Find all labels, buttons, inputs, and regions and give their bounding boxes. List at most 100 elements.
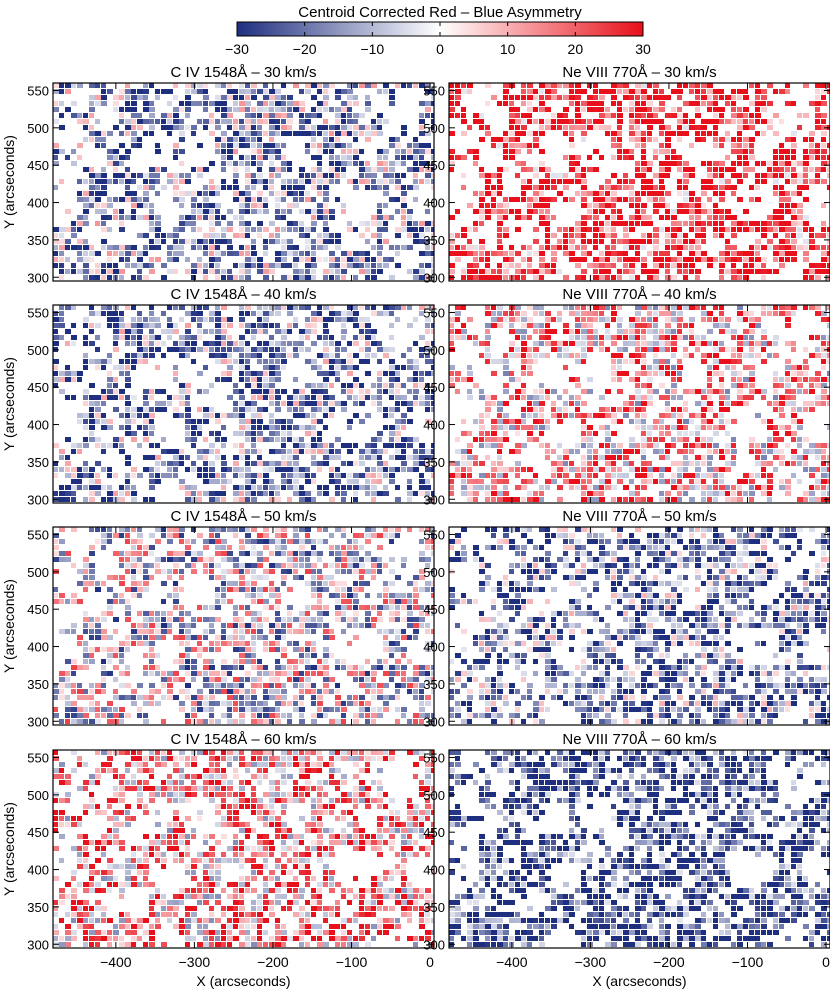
heatmap-cell: [803, 269, 809, 274]
heatmap-cell: [287, 191, 293, 196]
heatmap-cell: [533, 191, 539, 196]
heatmap-cell: [413, 239, 419, 244]
heatmap-cell: [251, 125, 256, 130]
heatmap-cell: [131, 497, 137, 502]
heatmap-cell: [491, 461, 496, 466]
heatmap-cell: [641, 335, 646, 340]
heatmap-cell: [491, 479, 497, 484]
heatmap-cell: [125, 431, 131, 436]
heatmap-cell: [263, 149, 269, 154]
heatmap-cell: [467, 125, 472, 130]
heatmap-cell: [533, 347, 539, 352]
heatmap-cell: [713, 347, 719, 352]
heatmap-cell: [677, 323, 682, 328]
heatmap-cell: [377, 125, 382, 130]
heatmap-cell: [455, 257, 461, 262]
heatmap-cell: [215, 353, 221, 358]
heatmap-cell: [521, 359, 527, 364]
heatmap-cell: [65, 455, 70, 460]
heatmap-cell: [755, 389, 761, 394]
heatmap-cell: [335, 155, 340, 160]
heatmap-cell: [701, 401, 707, 406]
heatmap-cell: [323, 377, 329, 382]
heatmap-cell: [665, 389, 670, 394]
heatmap-cell: [485, 341, 490, 346]
heatmap-cell: [83, 317, 89, 322]
heatmap-cell: [143, 317, 148, 322]
heatmap-cell: [125, 251, 131, 256]
heatmap-cell: [431, 383, 434, 388]
heatmap-cell: [113, 197, 118, 202]
heatmap-cell: [695, 305, 700, 310]
heatmap-cell: [377, 113, 383, 118]
heatmap-cell: [377, 227, 383, 232]
heatmap-cell: [731, 443, 736, 448]
heatmap-cell: [581, 89, 587, 94]
heatmap-cell: [713, 131, 718, 136]
heatmap-cell: [395, 455, 401, 460]
heatmap-cell: [137, 89, 143, 94]
heatmap-cell: [569, 479, 575, 484]
heatmap-cell: [215, 311, 221, 316]
heatmap-cell: [533, 251, 539, 256]
heatmap-cell: [431, 359, 434, 364]
heatmap-cell: [191, 269, 197, 274]
heatmap-cell: [473, 383, 479, 388]
heatmap-cell: [461, 461, 467, 466]
heatmap-cell: [185, 437, 191, 442]
heatmap-cell: [635, 137, 641, 142]
heatmap-cell: [185, 323, 191, 328]
heatmap-cell: [215, 449, 220, 454]
heatmap-cell: [155, 455, 161, 460]
heatmap-cell: [269, 131, 275, 136]
heatmap-cell: [335, 491, 340, 496]
heatmap-cell: [521, 125, 527, 130]
heatmap-cell: [95, 473, 100, 478]
heatmap-cell: [185, 425, 190, 430]
heatmap-cell: [599, 191, 604, 196]
heatmap-cell: [767, 215, 773, 220]
heatmap-cell: [431, 269, 434, 274]
heatmap-cell: [107, 149, 113, 154]
heatmap-cell: [329, 413, 334, 418]
heatmap-cell: [89, 359, 95, 364]
heatmap-cell: [467, 431, 472, 436]
heatmap-cell: [185, 239, 190, 244]
heatmap-cell: [101, 167, 106, 172]
heatmap-cell: [119, 449, 125, 454]
heatmap-cell: [677, 305, 682, 310]
heatmap-cell: [773, 215, 779, 220]
heatmap-cell: [641, 305, 647, 310]
heatmap-cell: [791, 413, 797, 418]
heatmap-cell: [635, 473, 641, 478]
heatmap-cell: [155, 317, 160, 322]
heatmap-cell: [647, 317, 652, 322]
heatmap-cell: [641, 185, 647, 190]
heatmap-cell: [419, 125, 424, 130]
heatmap-cell: [551, 245, 557, 250]
heatmap-cell: [641, 461, 647, 466]
heatmap-cell: [125, 95, 130, 100]
heatmap-cell: [521, 365, 526, 370]
heatmap-cell: [575, 125, 581, 130]
heatmap-cell: [773, 311, 778, 316]
heatmap-cell: [497, 275, 502, 280]
heatmap-cell: [803, 389, 808, 394]
heatmap-cell: [665, 113, 671, 118]
heatmap-cell: [167, 401, 172, 406]
heatmap-cell: [395, 443, 401, 448]
heatmap-cell: [299, 485, 304, 490]
heatmap-cell: [245, 467, 251, 472]
heatmap-cell: [263, 467, 269, 472]
heatmap-cell: [497, 221, 503, 226]
heatmap-cell: [59, 275, 64, 280]
heatmap-cells: [449, 305, 830, 502]
heatmap-cell: [545, 419, 550, 424]
heatmap-cell: [821, 89, 827, 94]
heatmap-cell: [611, 173, 617, 178]
heatmap-cell: [791, 149, 796, 154]
heatmap-cell: [347, 425, 352, 430]
heatmap-cell: [77, 155, 82, 160]
heatmap-cell: [329, 239, 334, 244]
heatmap-cell: [479, 221, 484, 226]
